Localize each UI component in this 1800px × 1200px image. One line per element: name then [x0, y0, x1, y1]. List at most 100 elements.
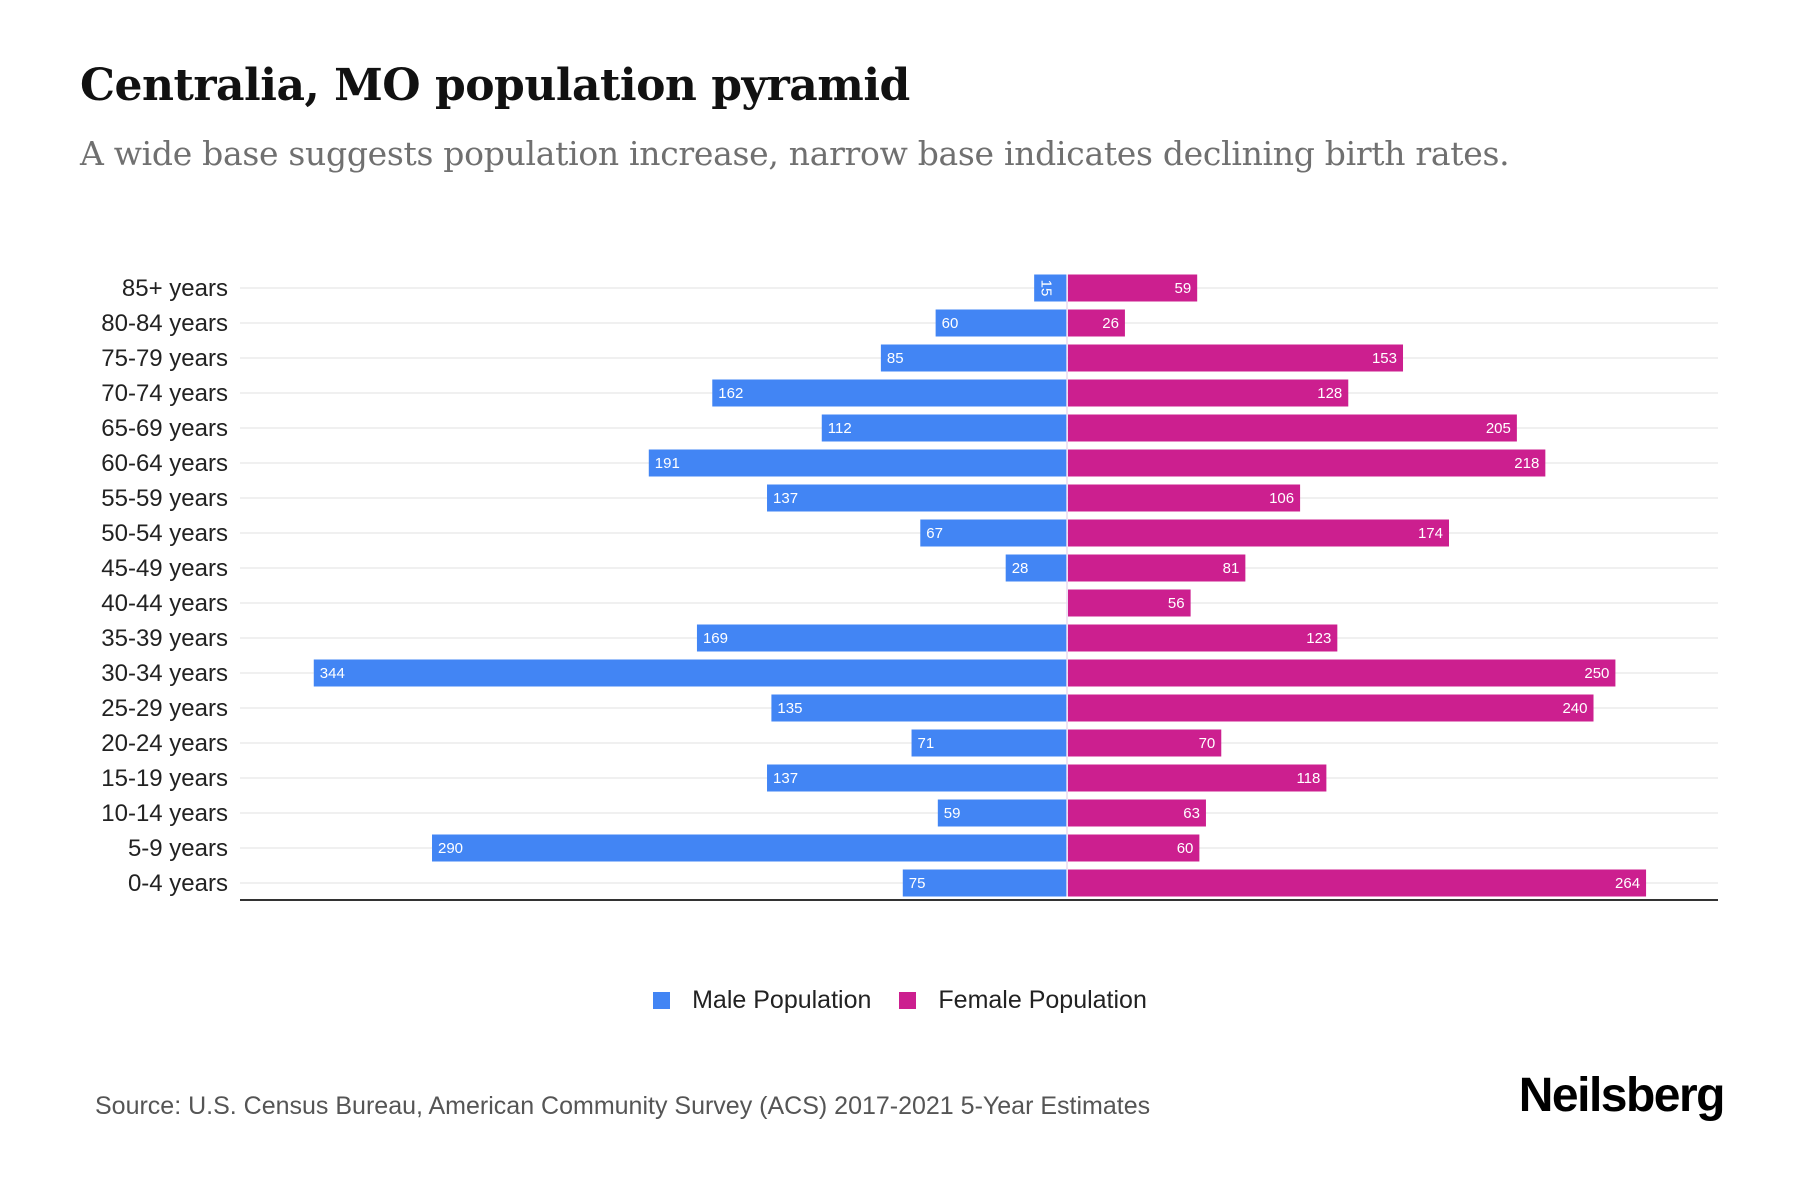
bar-male — [313, 659, 1067, 687]
category-label: 70-74 years — [101, 380, 228, 407]
category-label: 80-84 years — [101, 310, 228, 337]
value-label-female: 123 — [1306, 630, 1331, 647]
bar-female — [1068, 519, 1449, 547]
bar-female — [1068, 484, 1301, 512]
bar-female — [1068, 659, 1616, 687]
value-label-female: 153 — [1372, 350, 1397, 367]
value-label-female: 250 — [1584, 665, 1609, 682]
value-label-male: 15 — [1038, 280, 1055, 297]
bar-male — [937, 799, 1067, 827]
value-label-female: 174 — [1418, 525, 1443, 542]
bar-male — [935, 309, 1067, 337]
category-label: 55-59 years — [101, 485, 228, 512]
bar-female — [1068, 554, 1246, 582]
value-label-female: 128 — [1317, 385, 1342, 402]
value-label-male: 60 — [942, 315, 959, 332]
source-note: Source: U.S. Census Bureau, American Com… — [95, 1092, 1151, 1120]
gridlines — [240, 287, 1718, 884]
bar-male — [696, 624, 1067, 652]
legend-swatch-male — [653, 992, 671, 1009]
bars — [313, 274, 1647, 897]
value-label-female: 59 — [1175, 280, 1192, 297]
legend-item-male[interactable]: Male Population — [653, 986, 871, 1015]
bar-female — [1068, 414, 1517, 442]
bar-male — [712, 379, 1067, 407]
category-label: 45-49 years — [101, 555, 228, 582]
neilsberg-logo[interactable]: Neilsberg — [1518, 1069, 1726, 1122]
value-label-male: 344 — [320, 665, 345, 682]
bar-female — [1068, 589, 1191, 617]
bar-male — [771, 694, 1067, 722]
value-label-female: 240 — [1562, 700, 1587, 717]
category-label: 75-79 years — [101, 345, 228, 372]
legend-label-male: Male Population — [692, 986, 872, 1014]
chart-subtitle: A wide base suggests population increase… — [80, 134, 1510, 173]
bar-male — [767, 484, 1067, 512]
value-label-female: 205 — [1486, 420, 1511, 437]
value-label-male: 59 — [944, 805, 961, 822]
bar-male — [911, 729, 1067, 757]
value-label-male: 135 — [777, 700, 802, 717]
value-label-female: 26 — [1102, 315, 1119, 332]
value-label-female: 264 — [1615, 875, 1640, 892]
bar-female — [1068, 379, 1349, 407]
category-label: 15-19 years — [101, 765, 228, 792]
value-label-male: 112 — [828, 420, 852, 437]
legend-item-female[interactable]: Female Population — [899, 986, 1147, 1015]
value-label-female: 63 — [1183, 805, 1200, 822]
value-label-female: 218 — [1514, 455, 1539, 472]
bar-female — [1068, 764, 1327, 792]
category-label: 50-54 years — [101, 520, 228, 547]
value-label-female: 56 — [1168, 595, 1185, 612]
value-label-male: 67 — [926, 525, 943, 542]
category-label: 85+ years — [122, 275, 228, 302]
value-labels: 15 59 60 26 85 153 162 128 112 205 191 218 137 106 67 1… — [320, 280, 1640, 892]
category-label: 25-29 years — [101, 695, 228, 722]
legend: Male Population Female Population — [0, 986, 1800, 1015]
category-label: 30-34 years — [101, 660, 228, 687]
bar-female — [1068, 834, 1200, 862]
category-label: 20-24 years — [101, 730, 228, 757]
value-label-male: 137 — [773, 770, 798, 787]
value-label-male: 290 — [438, 840, 463, 857]
value-label-female: 60 — [1177, 840, 1194, 857]
bar-female — [1068, 624, 1338, 652]
bar-female — [1068, 449, 1546, 477]
value-label-female: 106 — [1269, 490, 1294, 507]
category-labels: 85+ years 80-84 years 75-79 years 70-74 yea… — [101, 275, 228, 897]
bar-male — [920, 519, 1067, 547]
value-label-male: 75 — [909, 875, 926, 892]
category-label: 65-69 years — [101, 415, 228, 442]
bar-female — [1068, 729, 1222, 757]
legend-label-female: Female Population — [938, 986, 1147, 1014]
bar-male — [648, 449, 1067, 477]
chart-title: Centralia, MO population pyramid — [80, 60, 910, 111]
value-label-female: 81 — [1223, 560, 1240, 577]
bar-male — [1034, 274, 1067, 302]
category-label: 60-64 years — [101, 450, 228, 477]
bar-male — [1005, 554, 1067, 582]
bar-female — [1068, 344, 1404, 372]
value-label-female: 70 — [1199, 735, 1216, 752]
bar-female — [1068, 274, 1198, 302]
category-label: 35-39 years — [101, 625, 228, 652]
bar-female — [1068, 309, 1125, 337]
value-label-male: 162 — [718, 385, 743, 402]
value-label-male: 71 — [918, 735, 935, 752]
value-label-male: 169 — [703, 630, 728, 647]
bar-female — [1068, 869, 1647, 897]
value-label-male: 28 — [1012, 560, 1029, 577]
bar-male — [767, 764, 1067, 792]
category-label: 0-4 years — [128, 870, 228, 897]
value-label-male: 137 — [773, 490, 798, 507]
value-label-female: 118 — [1296, 770, 1320, 787]
category-label: 40-44 years — [101, 590, 228, 617]
bar-female — [1068, 799, 1206, 827]
bar-female — [1068, 694, 1594, 722]
value-label-male: 85 — [887, 350, 904, 367]
category-label: 5-9 years — [128, 835, 228, 862]
bar-male — [821, 414, 1067, 442]
bar-male — [432, 834, 1067, 862]
category-label: 10-14 years — [101, 800, 228, 827]
bar-male — [902, 869, 1067, 897]
